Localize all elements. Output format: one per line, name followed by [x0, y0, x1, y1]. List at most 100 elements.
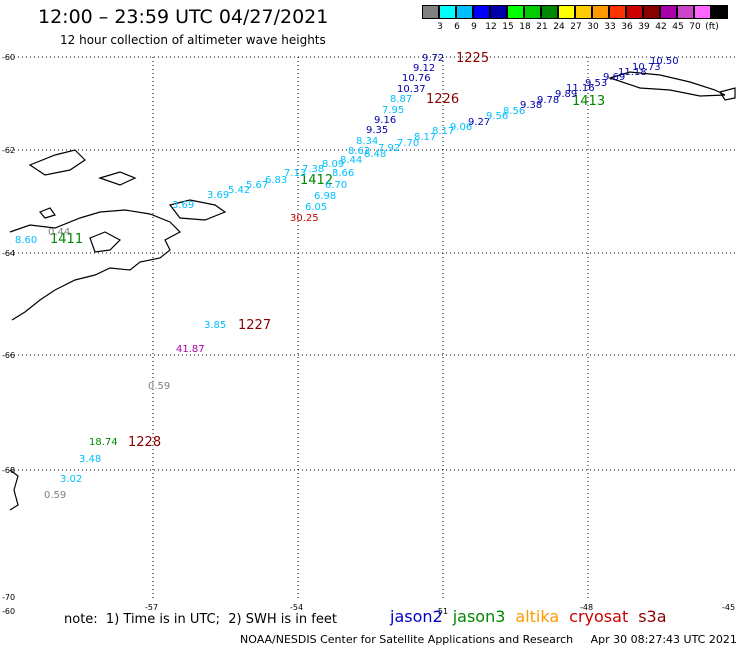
scale-swatch [626, 5, 643, 19]
wave-height-value: 9.35 [366, 125, 388, 136]
map-grid [10, 56, 735, 600]
scale-swatch [422, 5, 439, 19]
wave-height-value: 18.74 [89, 437, 118, 448]
wave-height-value: 41.87 [176, 344, 205, 355]
wave-height-value: 8.66 [332, 168, 354, 179]
wave-height-value: 8.62 [348, 146, 370, 157]
wave-height-value: 3.69 [172, 200, 194, 211]
wave-height-value: 7.38 [302, 164, 324, 175]
scale-label: 36 [621, 22, 633, 32]
scale-swatch [456, 5, 473, 19]
lat-label-60: -60 [2, 53, 15, 62]
lat-label-70: -70 [2, 593, 15, 602]
wave-height-value: 3.85 [204, 320, 226, 331]
wave-height-value: 0.44 [48, 227, 70, 238]
wave-height-value: 9.06 [450, 122, 472, 133]
wave-height-value: 9.72 [422, 53, 444, 64]
scale-label: 15 [502, 22, 514, 32]
scale-swatch [677, 5, 694, 19]
lon-label-54: -54 [290, 603, 303, 612]
wave-height-value: 8.44 [340, 155, 362, 166]
lon-label-51: -51 [435, 607, 448, 616]
satellite-name: jason3 [452, 607, 506, 626]
wave-height-value: 9.12 [413, 63, 435, 74]
scale-label: 33 [604, 22, 616, 32]
wave-height-value: 10.76 [402, 73, 431, 84]
scale-swatch [711, 5, 728, 19]
scale-swatch [490, 5, 507, 19]
lat-label-66: -66 [2, 351, 15, 360]
satellite-name: jason2 [390, 607, 443, 626]
lon-label-57: -57 [145, 603, 158, 612]
scale-swatch [439, 5, 456, 19]
scale-label: 39 [638, 22, 650, 32]
lat-label-64: -64 [2, 249, 15, 258]
lat-label-62: -62 [2, 146, 15, 155]
wave-height-value: 8.87 [390, 94, 412, 105]
wave-height-value: 8.17 [432, 126, 454, 137]
south-shetland-islands [28, 149, 86, 176]
scale-label: 3 [437, 22, 443, 32]
scale-label: 70 [689, 22, 701, 32]
scale-swatch [643, 5, 660, 19]
track-label: 1226 [426, 92, 459, 107]
antarctic-peninsula-inner [89, 231, 121, 253]
scale-label: 24 [553, 22, 565, 32]
scale-label: 9 [471, 22, 477, 32]
wave-height-value: 6.83 [265, 175, 287, 186]
scale-label: 42 [655, 22, 667, 32]
wave-height-value: 8.48 [364, 149, 386, 160]
track-label: 1227 [238, 318, 271, 333]
wave-height-value: 30.25 [290, 213, 319, 224]
footnote: note: 1) Time is in UTC; 2) SWH is in fe… [64, 612, 337, 627]
map-subtitle: 12 hour collection of altimeter wave hei… [60, 33, 326, 47]
wave-height-value: 3.48 [79, 454, 101, 465]
wave-height-value: 8.56 [503, 106, 525, 117]
track-label: 1225 [456, 51, 489, 66]
scale-label: 12 [485, 22, 497, 32]
scale-swatch [609, 5, 626, 19]
satellite-name: s3a [638, 607, 667, 626]
wave-height-value: 8.60 [15, 235, 37, 246]
coast-fragment-68 [9, 469, 19, 511]
scale-swatch [541, 5, 558, 19]
track-label: 1411 [50, 232, 83, 247]
scale-label: (ft) [705, 22, 719, 32]
lat-label-68: -68 [2, 466, 15, 475]
scale-swatch [575, 5, 592, 19]
scale-swatch [592, 5, 609, 19]
credit-line: NOAA/NESDIS Center for Satellite Applica… [240, 633, 737, 646]
wave-height-value: 7.13 [284, 168, 306, 179]
scale-swatch [660, 5, 677, 19]
wave-height-value: 9.27 [468, 117, 490, 128]
scale-label: 18 [519, 22, 531, 32]
wave-height-value: 9.89 [555, 89, 577, 100]
wave-height-value: 10.37 [397, 84, 426, 95]
track-label: 1228 [128, 435, 161, 450]
laurie-island [719, 87, 736, 101]
island-fragment [39, 207, 56, 219]
satellite-legend: jason2 jason3 altika cryosat s3a [390, 607, 677, 626]
scale-swatch [558, 5, 575, 19]
wave-height-value: 7.70 [397, 138, 419, 149]
wave-height-value: 9.56 [486, 111, 508, 122]
wave-height-value: 6.05 [305, 202, 327, 213]
wave-height-value: 3.02 [60, 474, 82, 485]
wave-height-value: 10.73 [632, 62, 661, 73]
scale-swatch [473, 5, 490, 19]
joinville-island [168, 199, 227, 221]
wave-height-value: 5.42 [228, 185, 250, 196]
satellite-name: altika [515, 607, 560, 626]
track-label: 1413 [572, 94, 605, 109]
wave-height-value: 8.17 [414, 132, 436, 143]
scale-label: 45 [672, 22, 684, 32]
wave-height-value: 6.70 [325, 180, 347, 191]
scale-swatch [507, 5, 524, 19]
scale-label: 30 [587, 22, 599, 32]
lon-label-48: -48 [580, 603, 593, 612]
antarctic-peninsula-coast [9, 209, 181, 321]
wave-height-value: 8.34 [356, 136, 378, 147]
coastlines [9, 71, 736, 511]
wave-height-value: 9.16 [374, 115, 396, 126]
